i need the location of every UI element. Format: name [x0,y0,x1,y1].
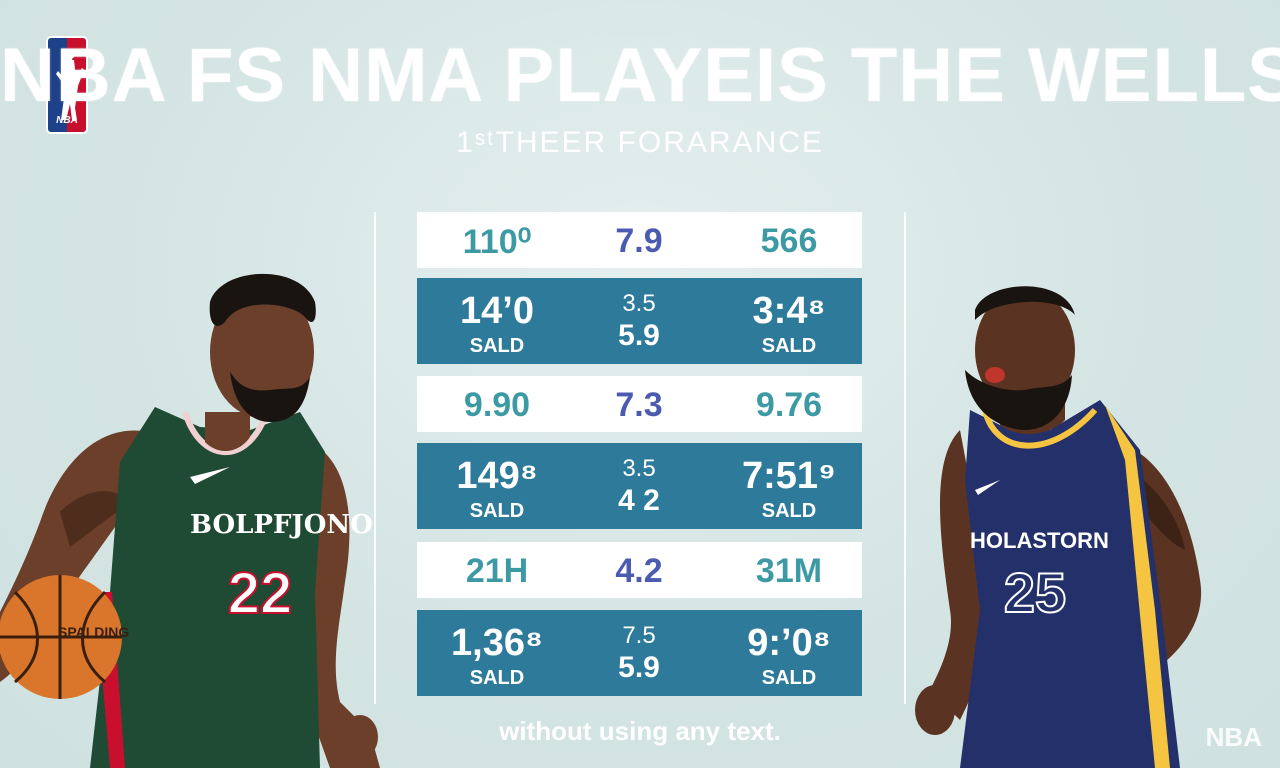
player-silhouette-icon [56,49,84,120]
page-title: NBA FS NMA PLAYEIS THE WELLS [0,33,1280,118]
stat-right-label: SALD [761,667,817,689]
left-divider [374,212,376,704]
stat-right: 9:’0⁸ [747,622,831,664]
stat-middle-bottom: 4 2 [618,484,660,517]
stats-row: 14’0 SALD 3.5 5.9 3:4⁸ SALD [417,278,862,364]
stat-middle: 7.3 [615,386,663,424]
stat-right: 3:4⁸ [752,290,826,332]
corner-watermark: NBA [1205,722,1262,752]
right-player-image [915,286,1202,768]
stat-middle-top: 3.5 [622,455,656,482]
footer-caption: without using any text. [499,716,781,746]
logo-text: NBA [56,115,78,126]
left-player-image [0,273,380,768]
stat-middle-top: 3.5 [622,290,656,317]
stats-row: 149⁸ SALD 3.5 4 2 7:51⁹ SALD [417,443,862,529]
stat-left: 110⁰ [462,223,532,261]
stat-middle-bottom: 5.9 [618,651,660,684]
stats-row: 110⁰ 7.9 566 [417,212,862,268]
left-jersey-name: BOLPFJONO [190,510,373,540]
stat-left: 9.90 [463,386,531,424]
stat-left: 1,36⁸ [451,622,543,664]
stat-right-label: SALD [761,500,817,522]
stats-row: 21H 4.2 31M [417,542,862,598]
stat-left-label: SALD [469,667,525,689]
stat-middle: 4.2 [615,552,663,590]
right-divider [904,212,906,704]
stats-row: 9.90 7.3 9.76 [417,376,862,432]
stat-middle-top: 7.5 [622,622,656,649]
stat-middle: 7.9 [615,222,663,260]
stat-left: 21H [465,552,529,590]
ball-brand-text: SPALDING [58,624,130,640]
stat-right: 566 [760,222,818,260]
stat-middle-bottom: 5.9 [618,319,660,352]
stat-left-label: SALD [469,335,525,357]
stat-left: 149⁸ [456,455,538,497]
right-jersey-name: HOLASTORN [970,528,1109,553]
stat-right: 31M [755,552,823,590]
stat-left-label: SALD [469,500,525,522]
nba-logo: NBA [46,36,88,134]
stats-row: 1,36⁸ SALD 7.5 5.9 9:’0⁸ SALD [417,610,862,696]
stat-right-label: SALD [761,335,817,357]
right-jersey-number: 25 [1003,560,1067,625]
stat-right: 7:51⁹ [741,455,837,497]
stat-right: 9.76 [755,386,823,424]
left-jersey-number: 22 [227,560,294,627]
stat-left: 14’0 [460,290,534,332]
page-subtitle: 1ˢᵗTHEER FORARANCE [456,126,824,159]
